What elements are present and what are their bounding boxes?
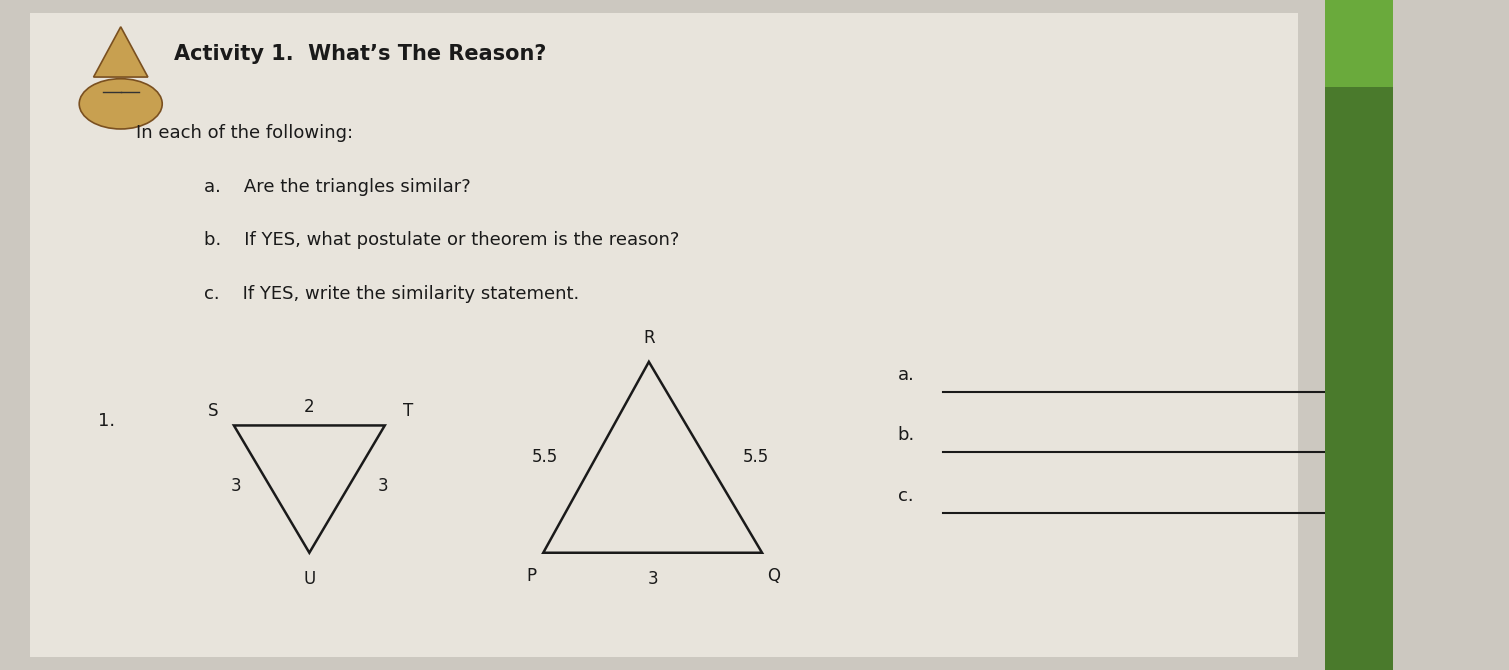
Text: 5.5: 5.5 [533,448,558,466]
Text: R: R [643,329,655,347]
Text: T: T [403,402,413,420]
Text: Activity 1.  What’s The Reason?: Activity 1. What’s The Reason? [174,44,546,64]
Text: 3: 3 [647,570,658,588]
Bar [1325,0,1393,87]
Text: 1.: 1. [98,412,115,430]
Text: 3: 3 [377,477,388,494]
Text: S: S [208,402,219,420]
Text: U: U [303,570,315,588]
Text: a.: a. [898,366,914,384]
Text: 3: 3 [231,477,241,494]
Text: In each of the following:: In each of the following: [136,124,353,142]
Text: Q: Q [768,567,780,586]
Text: a.    Are the triangles similar?: a. Are the triangles similar? [204,178,471,196]
Bar [1325,0,1393,670]
Text: 2: 2 [303,398,315,416]
Ellipse shape [78,78,163,129]
Text: b.    If YES, what postulate or theorem is the reason?: b. If YES, what postulate or theorem is … [204,231,679,249]
Text: c.    If YES, write the similarity statement.: c. If YES, write the similarity statemen… [204,285,579,303]
FancyBboxPatch shape [30,13,1298,657]
Polygon shape [94,27,148,77]
Text: P: P [527,567,536,586]
Text: c.: c. [898,486,913,505]
Text: 5.5: 5.5 [744,448,770,466]
Text: b.: b. [898,426,914,444]
